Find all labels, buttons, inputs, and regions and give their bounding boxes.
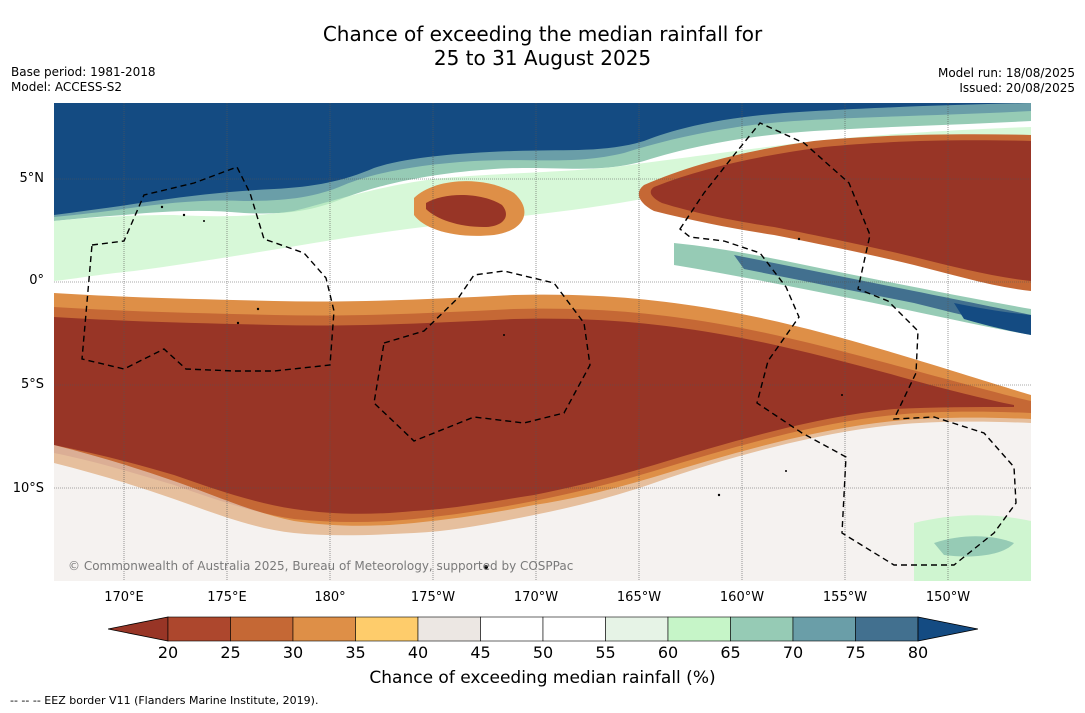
colorbar-segment bbox=[855, 616, 919, 642]
lon-label-170e: 170°E bbox=[104, 590, 144, 605]
colorbar-tick-label: 35 bbox=[345, 643, 366, 662]
colorbar-segment bbox=[417, 616, 481, 642]
colorbar-segment bbox=[542, 616, 606, 642]
copyright-notice: © Commonwealth of Australia 2025, Bureau… bbox=[68, 559, 574, 573]
colorbar-tick-label: 50 bbox=[532, 643, 554, 662]
lat-label-5n: 5°N bbox=[19, 171, 45, 186]
meta-right: Model run: 18/08/2025 Issued: 20/08/2025 bbox=[938, 66, 1075, 96]
colorbar-segment bbox=[167, 616, 231, 642]
colorbar-tick-label: 45 bbox=[470, 643, 491, 662]
colorbar bbox=[107, 615, 979, 647]
map-title-line1: Chance of exceeding the median rainfall … bbox=[322, 22, 763, 46]
rainfall-map bbox=[54, 103, 1031, 581]
meta-left: Base period: 1981-2018 Model: ACCESS-S2 bbox=[11, 65, 156, 95]
colorbar-segment bbox=[292, 616, 356, 642]
lon-label-180: 180° bbox=[314, 590, 346, 605]
colorbar-tick-label: 55 bbox=[595, 643, 616, 662]
colorbar-segment bbox=[792, 616, 856, 642]
base-period: Base period: 1981-2018 bbox=[11, 65, 156, 79]
colorbar-extend-low bbox=[107, 616, 169, 642]
colorbar-tick-label: 20 bbox=[157, 643, 179, 662]
lon-label-155w: 155°W bbox=[822, 590, 868, 605]
colorbar-tick-label: 70 bbox=[782, 643, 804, 662]
colorbar-tick-label: 30 bbox=[282, 643, 304, 662]
rainfall-map-svg bbox=[54, 103, 1031, 581]
colorbar-segment bbox=[355, 616, 419, 642]
lat-label-0: 0° bbox=[29, 273, 44, 288]
colorbar-tick-label: 25 bbox=[220, 643, 241, 662]
colorbar-segment bbox=[730, 616, 794, 642]
colorbar-segment bbox=[667, 616, 731, 642]
colorbar-segment bbox=[230, 616, 294, 642]
colorbar-extend-high bbox=[917, 616, 979, 642]
lon-label-150w: 150°W bbox=[925, 590, 971, 605]
colorbar-label: Chance of exceeding median rainfall (%) bbox=[369, 668, 716, 688]
model-run: Model run: 18/08/2025 bbox=[937, 66, 1075, 80]
colorbar-tick-label: 60 bbox=[657, 643, 679, 662]
colorbar-segment bbox=[480, 616, 544, 642]
colorbar-segment bbox=[605, 616, 669, 642]
lon-label-165w: 165°W bbox=[616, 590, 662, 605]
colorbar-tick-label: 40 bbox=[407, 643, 429, 662]
lat-label-10s: 10°S bbox=[12, 481, 44, 496]
lon-label-175e: 175°E bbox=[207, 590, 247, 605]
lon-label-160w: 160°W bbox=[719, 590, 765, 605]
eez-footnote: -- -- -- EEZ border V11 (Flanders Marine… bbox=[10, 694, 319, 707]
issued-date: Issued: 20/08/2025 bbox=[959, 81, 1075, 95]
lat-label-5s: 5°S bbox=[20, 377, 44, 392]
model-name: Model: ACCESS-S2 bbox=[11, 80, 123, 94]
colorbar-tick-label: 75 bbox=[845, 643, 866, 662]
colorbar-svg bbox=[107, 616, 979, 642]
lon-label-170w: 170°W bbox=[513, 590, 559, 605]
lon-label-175w: 175°W bbox=[410, 590, 456, 605]
colorbar-tick-label: 65 bbox=[720, 643, 741, 662]
colorbar-tick-label: 80 bbox=[907, 643, 929, 662]
map-title-line2: 25 to 31 August 2025 bbox=[433, 46, 652, 70]
